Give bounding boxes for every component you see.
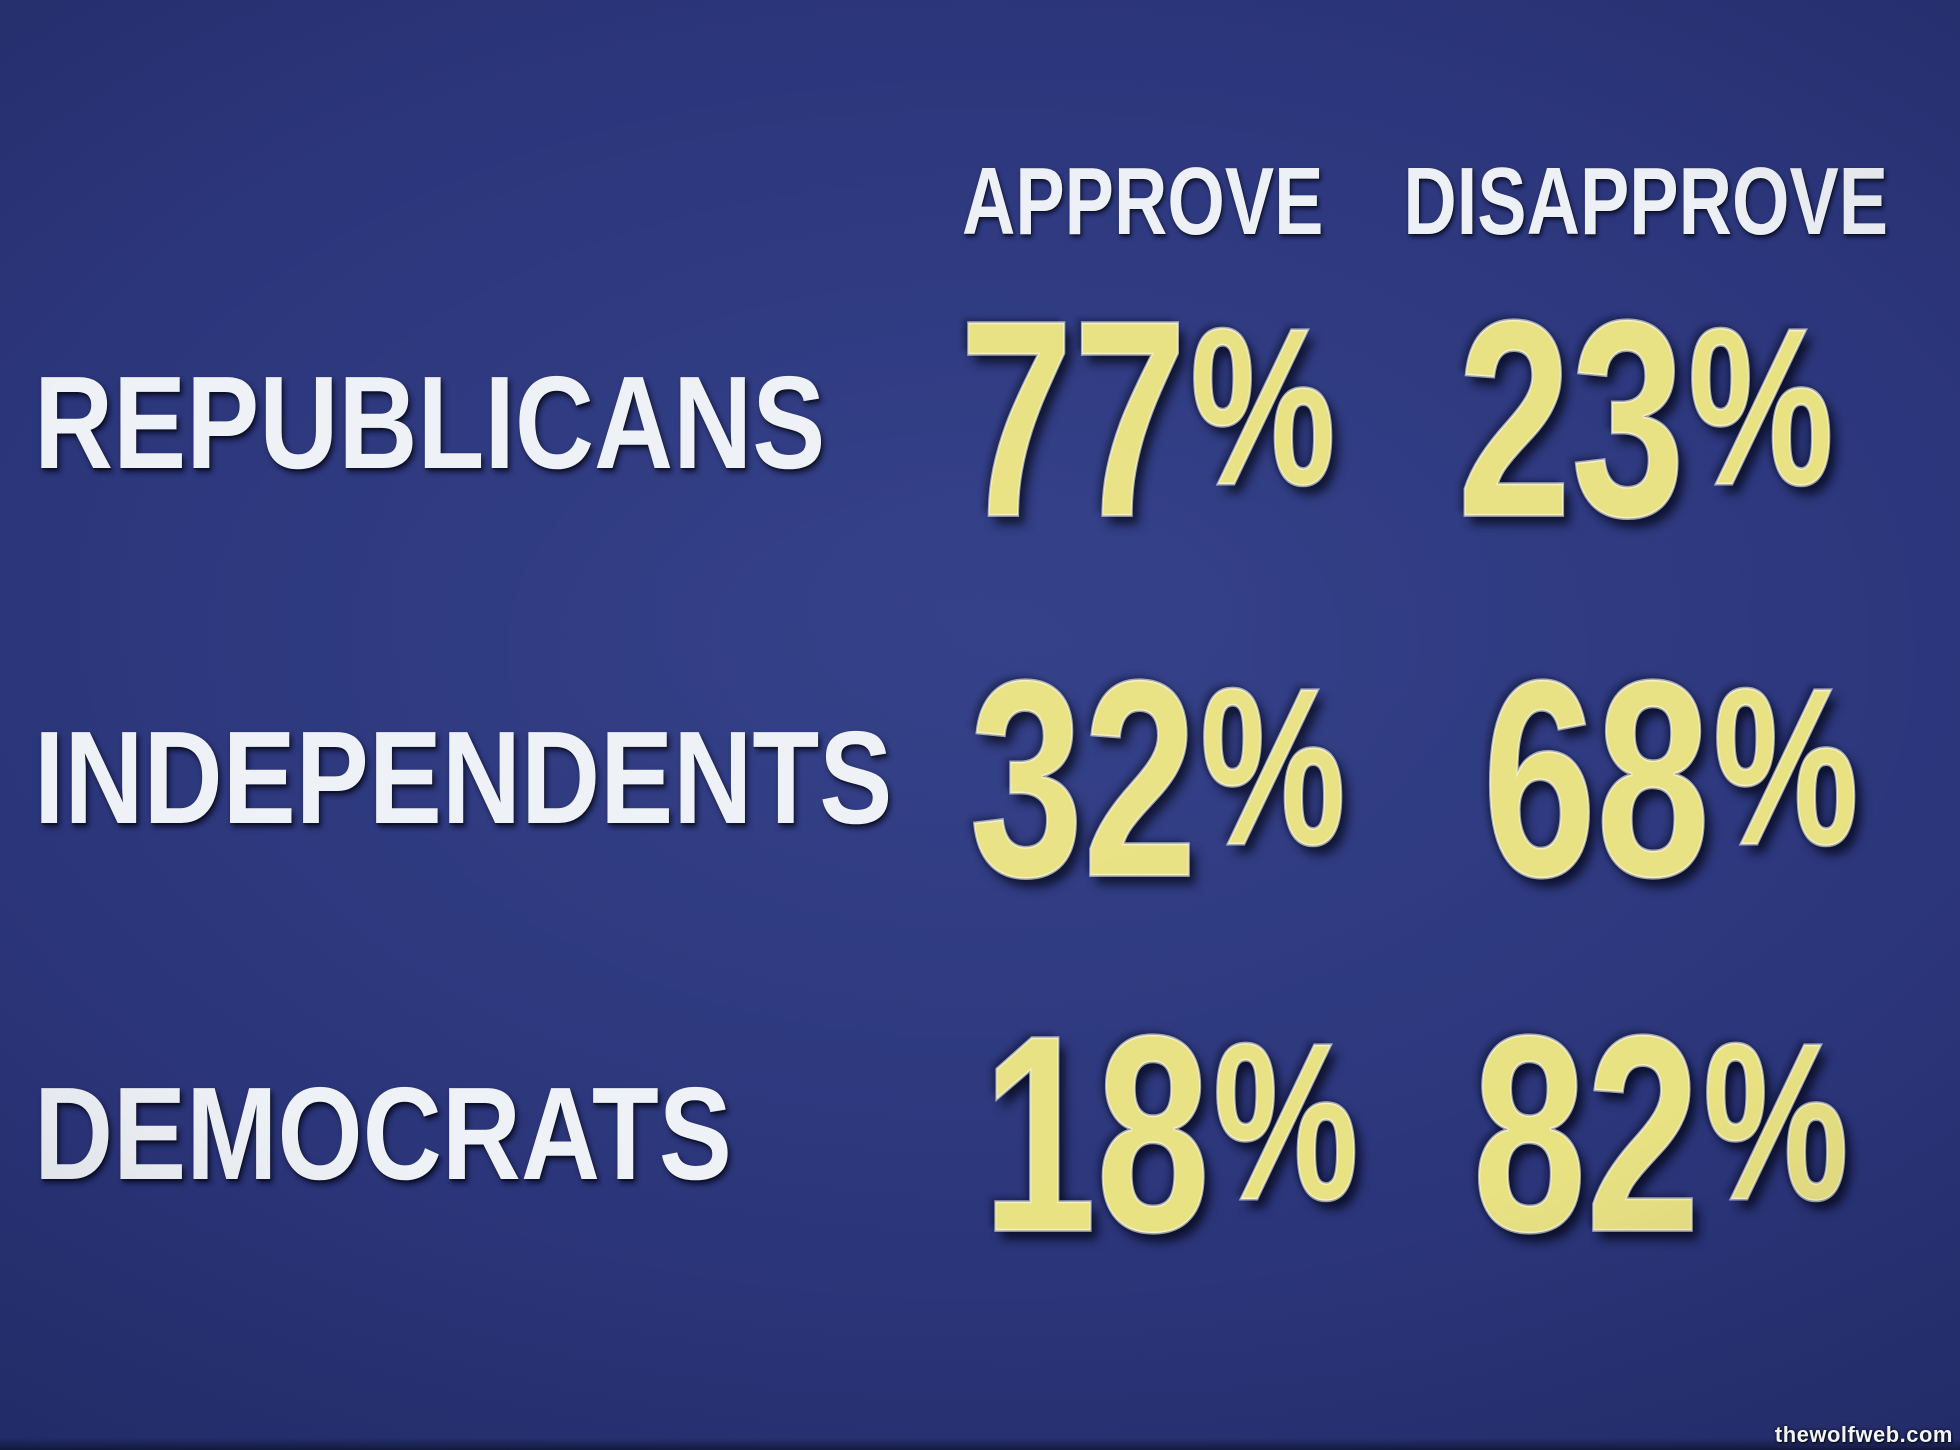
value-independents-approve-text: 32% — [969, 627, 1348, 921]
value-number: 23 — [1457, 263, 1687, 576]
row-label-democrats-text: DEMOCRATS — [34, 1060, 732, 1207]
value-number: 82 — [1472, 978, 1702, 1291]
value-democrats-disapprove-text: 82% — [1472, 982, 1851, 1276]
percent-sign: % — [1703, 996, 1851, 1249]
value-number: 68 — [1482, 623, 1712, 936]
value-democrats-disapprove: 82% — [1301, 982, 1960, 1276]
percent-sign: % — [1190, 281, 1338, 534]
value-democrats-approve: 18% — [811, 982, 1531, 1276]
value-republicans-disapprove-text: 23% — [1457, 267, 1836, 561]
row-label-republicans: REPUBLICANS — [34, 357, 987, 489]
watermark: thewolfweb.com — [1774, 1422, 1953, 1447]
percent-sign: % — [1688, 281, 1836, 534]
percent-sign: % — [1213, 996, 1361, 1249]
row-label-democrats: DEMOCRATS — [34, 1068, 875, 1200]
percent-sign: % — [1200, 641, 1348, 894]
column-header-approve: APPROVE — [823, 154, 1463, 250]
column-header-approve-text: APPROVE — [962, 148, 1324, 255]
value-republicans-approve-text: 77% — [959, 267, 1338, 561]
bottom-edge-shadow — [0, 1438, 1960, 1450]
value-number: 32 — [969, 623, 1199, 936]
row-label-republicans-text: REPUBLICANS — [34, 349, 826, 496]
value-number: 18 — [982, 978, 1212, 1291]
value-republicans-approve: 77% — [788, 267, 1508, 561]
column-header-disapprove-text: DISAPPROVE — [1403, 148, 1889, 255]
column-header-disapprove: DISAPPROVE — [1326, 154, 1960, 250]
row-label-independents: INDEPENDENTS — [34, 712, 1068, 844]
row-label-independents-text: INDEPENDENTS — [34, 704, 893, 851]
value-number: 77 — [959, 263, 1189, 576]
value-democrats-approve-text: 18% — [982, 982, 1361, 1276]
percent-sign: % — [1713, 641, 1861, 894]
value-independents-disapprove: 68% — [1311, 627, 1960, 921]
value-republicans-disapprove: 23% — [1286, 267, 1960, 561]
value-independents-approve: 32% — [798, 627, 1518, 921]
value-independents-disapprove-text: 68% — [1482, 627, 1861, 921]
